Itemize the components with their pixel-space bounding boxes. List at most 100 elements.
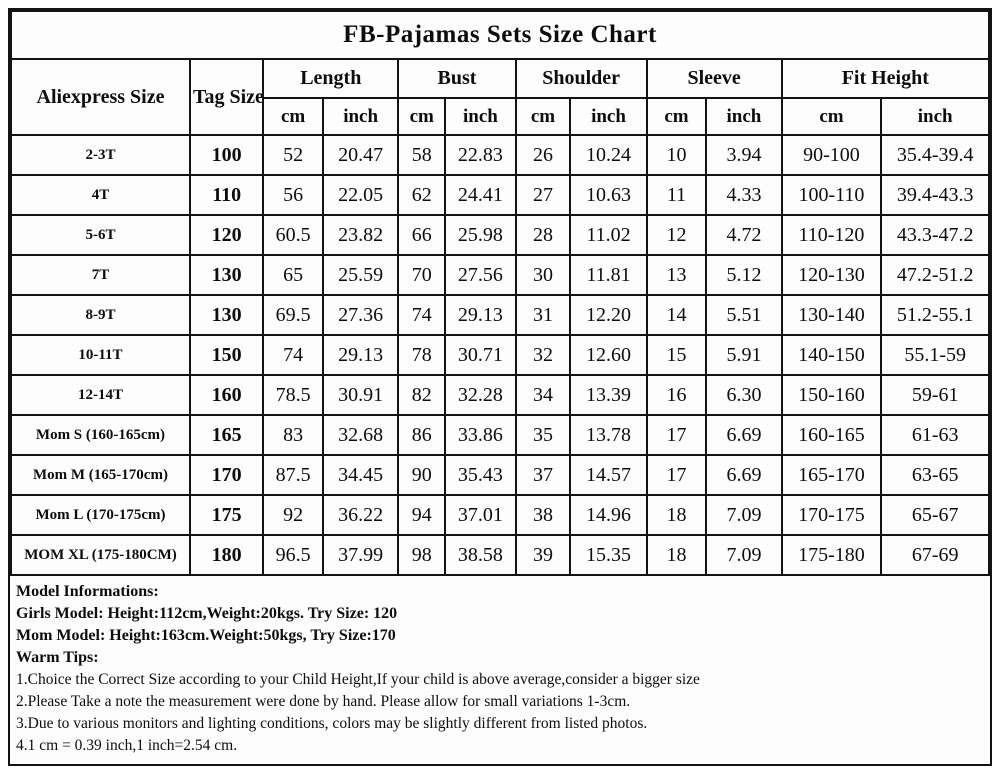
cell-aliexpress-size: 5-6T [10, 214, 191, 256]
note-line: 3.Due to various monitors and lighting c… [16, 715, 648, 732]
cell-shoulder-cm: 32 [514, 334, 572, 376]
cell-fit-height-cm: 110-120 [780, 214, 883, 256]
cell-length-inch: 27.36 [321, 294, 400, 336]
cell-sleeve-cm: 17 [645, 414, 708, 456]
cell-bust-inch: 38.58 [444, 534, 517, 576]
unit-shoulder-inch: inch [569, 97, 648, 136]
cell-fit-height-inch: 63-65 [880, 454, 990, 496]
cell-bust-inch: 27.56 [444, 254, 517, 296]
cell-fit-height-cm: 90-100 [780, 134, 883, 176]
table-row: 7T 130 65 25.59 70 27.56 30 11.81 13 5.1… [10, 254, 990, 296]
cell-tag-size: 120 [188, 214, 265, 256]
cell-length-inch: 25.59 [321, 254, 400, 296]
cell-shoulder-inch: 14.96 [569, 494, 648, 536]
cell-sleeve-inch: 5.91 [705, 334, 783, 376]
unit-fit-height-inch: inch [880, 97, 990, 136]
cell-shoulder-cm: 37 [514, 454, 572, 496]
header-aliexpress-size: Aliexpress Size [10, 58, 191, 136]
cell-aliexpress-size: 8-9T [10, 294, 191, 336]
unit-sleeve-cm: cm [645, 97, 708, 136]
table-row: 12-14T 160 78.5 30.91 82 32.28 34 13.39 … [10, 374, 990, 416]
header-tag-size: Tag Size [188, 58, 265, 136]
cell-aliexpress-size: Mom M (165-170cm) [10, 454, 191, 496]
cell-sleeve-inch: 6.69 [705, 414, 783, 456]
cell-sleeve-inch: 4.72 [705, 214, 783, 256]
table-row: 2-3T 100 52 20.47 58 22.83 26 10.24 10 3… [10, 134, 990, 176]
note-line: Warm Tips: [16, 649, 99, 666]
cell-shoulder-cm: 39 [514, 534, 572, 576]
cell-bust-inch: 22.83 [444, 134, 517, 176]
header-shoulder: Shoulder [514, 58, 648, 99]
cell-fit-height-inch: 61-63 [880, 414, 990, 456]
cell-tag-size: 110 [188, 174, 265, 216]
cell-length-inch: 30.91 [321, 374, 400, 416]
header-length: Length [262, 58, 400, 99]
cell-aliexpress-size: Mom S (160-165cm) [10, 414, 191, 456]
cell-tag-size: 180 [188, 534, 265, 576]
cell-fit-height-inch: 43.3-47.2 [880, 214, 990, 256]
cell-fit-height-cm: 165-170 [780, 454, 883, 496]
cell-shoulder-inch: 11.02 [569, 214, 648, 256]
cell-tag-size: 150 [188, 334, 265, 376]
cell-tag-size: 165 [188, 414, 265, 456]
cell-length-cm: 69.5 [262, 294, 324, 336]
cell-bust-inch: 24.41 [444, 174, 517, 216]
cell-bust-cm: 78 [397, 334, 447, 376]
cell-fit-height-cm: 140-150 [780, 334, 883, 376]
cell-length-cm: 87.5 [262, 454, 324, 496]
cell-length-inch: 34.45 [321, 454, 400, 496]
cell-aliexpress-size: Mom L (170-175cm) [10, 494, 191, 536]
cell-shoulder-inch: 13.78 [569, 414, 648, 456]
cell-bust-inch: 25.98 [444, 214, 517, 256]
cell-bust-inch: 29.13 [444, 294, 517, 336]
cell-bust-cm: 86 [397, 414, 447, 456]
cell-bust-inch: 37.01 [444, 494, 517, 536]
cell-aliexpress-size: MOM XL (175-180CM) [10, 534, 191, 576]
cell-sleeve-inch: 6.30 [705, 374, 783, 416]
cell-length-inch: 20.47 [321, 134, 400, 176]
cell-shoulder-cm: 35 [514, 414, 572, 456]
cell-sleeve-cm: 14 [645, 294, 708, 336]
cell-length-inch: 32.68 [321, 414, 400, 456]
cell-bust-cm: 82 [397, 374, 447, 416]
cell-aliexpress-size: 10-11T [10, 334, 191, 376]
cell-length-cm: 52 [262, 134, 324, 176]
cell-length-cm: 92 [262, 494, 324, 536]
cell-aliexpress-size: 7T [10, 254, 191, 296]
cell-fit-height-inch: 55.1-59 [880, 334, 990, 376]
size-chart-sheet: FB-Pajamas Sets Size Chart Aliexpress Si… [8, 8, 992, 766]
cell-tag-size: 170 [188, 454, 265, 496]
cell-fit-height-cm: 120-130 [780, 254, 883, 296]
cell-fit-height-cm: 175-180 [780, 534, 883, 576]
cell-bust-cm: 74 [397, 294, 447, 336]
cell-bust-cm: 90 [397, 454, 447, 496]
cell-sleeve-cm: 11 [645, 174, 708, 216]
cell-length-inch: 37.99 [321, 534, 400, 576]
cell-tag-size: 130 [188, 294, 265, 336]
cell-fit-height-inch: 51.2-55.1 [880, 294, 990, 336]
cell-sleeve-cm: 16 [645, 374, 708, 416]
notes-section: Model Informations: Girls Model: Height:1… [10, 576, 990, 757]
cell-fit-height-cm: 150-160 [780, 374, 883, 416]
page-title: FB-Pajamas Sets Size Chart [10, 10, 990, 60]
cell-shoulder-cm: 34 [514, 374, 572, 416]
note-line: 2.Please Take a note the measurement wer… [16, 693, 631, 710]
cell-length-cm: 65 [262, 254, 324, 296]
cell-aliexpress-size: 12-14T [10, 374, 191, 416]
title-row: FB-Pajamas Sets Size Chart [10, 10, 990, 60]
cell-shoulder-cm: 38 [514, 494, 572, 536]
table-row: 4T 110 56 22.05 62 24.41 27 10.63 11 4.3… [10, 174, 990, 216]
cell-sleeve-cm: 12 [645, 214, 708, 256]
size-table-body: 2-3T 100 52 20.47 58 22.83 26 10.24 10 3… [10, 134, 990, 576]
note-line: Model Informations: [16, 583, 159, 600]
cell-bust-inch: 35.43 [444, 454, 517, 496]
cell-sleeve-inch: 3.94 [705, 134, 783, 176]
unit-bust-cm: cm [397, 97, 447, 136]
cell-shoulder-cm: 26 [514, 134, 572, 176]
cell-fit-height-inch: 65-67 [880, 494, 990, 536]
header-group-row: Aliexpress Size Tag Size Length Bust Sho… [10, 58, 990, 136]
cell-length-inch: 29.13 [321, 334, 400, 376]
header-fit-height: Fit Height [780, 58, 990, 99]
table-row: 10-11T 150 74 29.13 78 30.71 32 12.60 15… [10, 334, 990, 376]
header-bust: Bust [397, 58, 517, 99]
